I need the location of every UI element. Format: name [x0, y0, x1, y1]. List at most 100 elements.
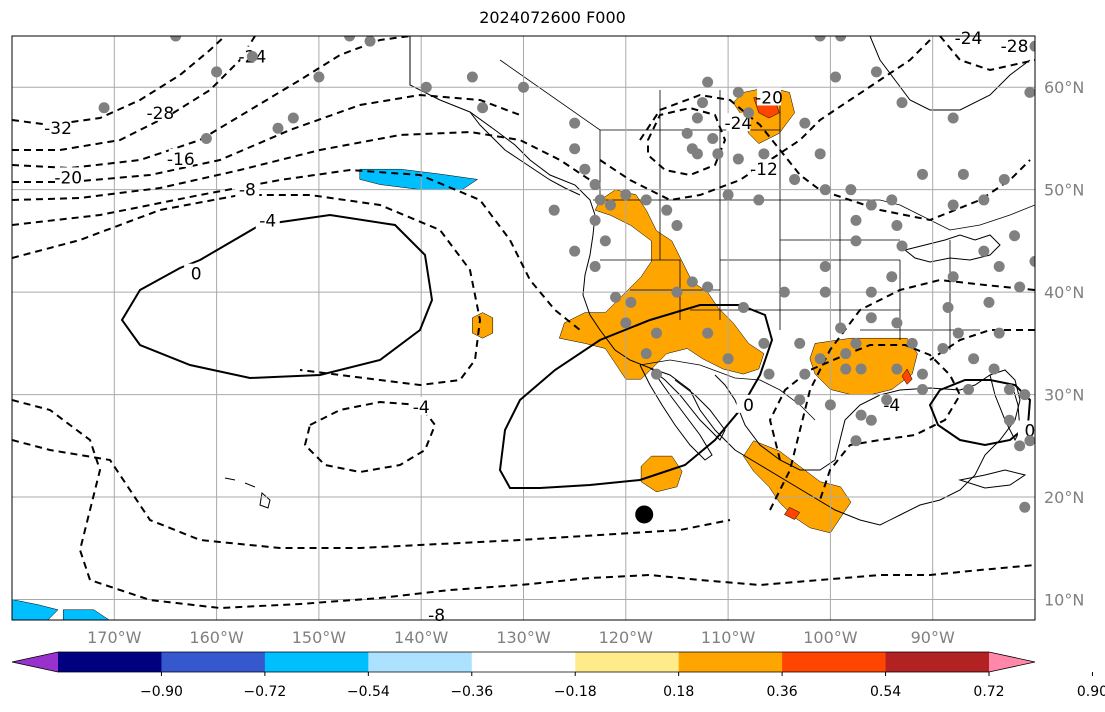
contour-line-4: [12, 194, 482, 387]
station-marker: [604, 199, 616, 211]
colorbar-tick-label: 0.18: [663, 684, 694, 700]
station-marker: [835, 36, 847, 42]
contour-label: -24: [724, 114, 752, 134]
station-marker: [1029, 40, 1035, 52]
contour-label: -28: [146, 104, 174, 124]
shaded-region-2-1: [12, 599, 59, 620]
station-marker: [364, 36, 376, 47]
canada-province-lines: [499, 59, 781, 200]
colorbar-min-extension: [12, 652, 58, 672]
station-marker: [891, 363, 903, 375]
contour-labels-layer: -32-28-24-20-16-8-40-4-8-20-24-120-40-28…: [44, 28, 1042, 626]
station-marker: [758, 337, 770, 349]
station-marker: [978, 245, 990, 257]
coastlines-layer: [224, 36, 1031, 526]
contour-label-background: [46, 118, 71, 137]
station-marker: [983, 296, 995, 308]
contour-minus4-east: [929, 329, 1035, 361]
station-marker: [850, 337, 862, 349]
contour-line-20: [12, 93, 521, 183]
station-marker: [200, 132, 212, 144]
colorbar-tick-label: −0.18: [554, 684, 597, 700]
station-marker: [993, 327, 1005, 339]
colorbar-segment: [58, 652, 162, 672]
contour-label-background: [757, 87, 782, 106]
station-marker: [799, 368, 811, 380]
contour-label-background: [255, 210, 280, 229]
longitude-label: 140°W: [394, 628, 449, 647]
contour-label: -12: [750, 160, 778, 180]
station-marker: [963, 383, 975, 395]
longitude-label: 90°W: [911, 628, 955, 647]
contour-label: -24: [955, 29, 983, 49]
great-lakes: [903, 234, 1001, 263]
station-marker: [916, 168, 928, 180]
station-marker: [819, 286, 831, 298]
longitude-label: 100°W: [803, 628, 858, 647]
map-panel: -32-28-24-20-16-8-40-4-8-20-24-120-40-28…: [11, 28, 1042, 626]
colorbar-tick-label: 0.54: [870, 684, 901, 700]
contour-minus16-canada: [599, 39, 931, 202]
station-marker: [865, 199, 877, 211]
station-marker: [691, 148, 703, 160]
shaded-region-1-1: [901, 368, 913, 385]
latitude-label: 60°N: [1044, 78, 1084, 97]
contour-label: -4: [413, 398, 430, 418]
colorbar-tick-label: −0.90: [140, 684, 183, 700]
colorbar-outline: [11, 651, 1036, 673]
station-marker: [743, 107, 755, 119]
station-marker: [814, 353, 826, 365]
canada-us-border: [593, 199, 1035, 231]
contour-line-28: [12, 36, 256, 151]
station-marker: [1014, 281, 1026, 293]
contour-label: -8: [428, 606, 445, 626]
contour-label: -20: [755, 88, 783, 108]
station-marker: [477, 102, 489, 114]
station-marker: [569, 117, 581, 129]
contour-label-background: [726, 113, 751, 132]
contour-label: 0: [743, 396, 754, 416]
station-marker: [548, 204, 560, 216]
colorbar: −0.90 −0.72 −0.54 −0.36 −0.18 0.18 0.36 0.54 0.7…: [11, 651, 1105, 700]
station-marker: [1024, 86, 1035, 98]
colorbar-tick-label: −0.72: [243, 684, 286, 700]
station-marker: [865, 286, 877, 298]
station-marker: [569, 245, 581, 257]
contour-label: 0: [1024, 421, 1035, 441]
station-marker: [947, 271, 959, 283]
alaska-panhandle: [469, 111, 581, 196]
longitude-label: 150°W: [292, 628, 347, 647]
station-marker: [671, 220, 683, 232]
station-marker: [870, 66, 882, 78]
station-marker: [814, 148, 826, 160]
contour-minus8-south: [12, 399, 1035, 610]
station-marker: [1029, 255, 1035, 267]
longitude-label: 110°W: [701, 628, 756, 647]
station-marker: [789, 173, 801, 185]
station-marker: [702, 281, 714, 293]
station-marker: [947, 199, 959, 211]
contour-label-background: [1002, 36, 1027, 55]
contour-label: -4: [259, 211, 276, 231]
longitude-label: 120°W: [599, 628, 654, 647]
station-marker: [778, 286, 790, 298]
station-marker: [691, 112, 703, 124]
station-marker: [840, 348, 852, 360]
station-marker: [722, 353, 734, 365]
shaded-region-0-1: [472, 312, 494, 339]
station-marker: [287, 112, 299, 124]
station-marker: [886, 271, 898, 283]
contour-minus12-canada: [639, 93, 1031, 222]
cuba: [958, 469, 1027, 489]
station-marker: [272, 122, 284, 134]
station-marker: [569, 143, 581, 155]
station-marker: [732, 153, 744, 165]
contour-label-background: [751, 159, 776, 178]
station-marker: [1003, 414, 1015, 426]
station-marker: [620, 189, 632, 201]
contour-label: -16: [167, 150, 195, 170]
colorbar-segment: [264, 652, 369, 672]
station-marker: [916, 368, 928, 380]
station-marker: [702, 327, 714, 339]
station-marker: [1024, 435, 1035, 447]
